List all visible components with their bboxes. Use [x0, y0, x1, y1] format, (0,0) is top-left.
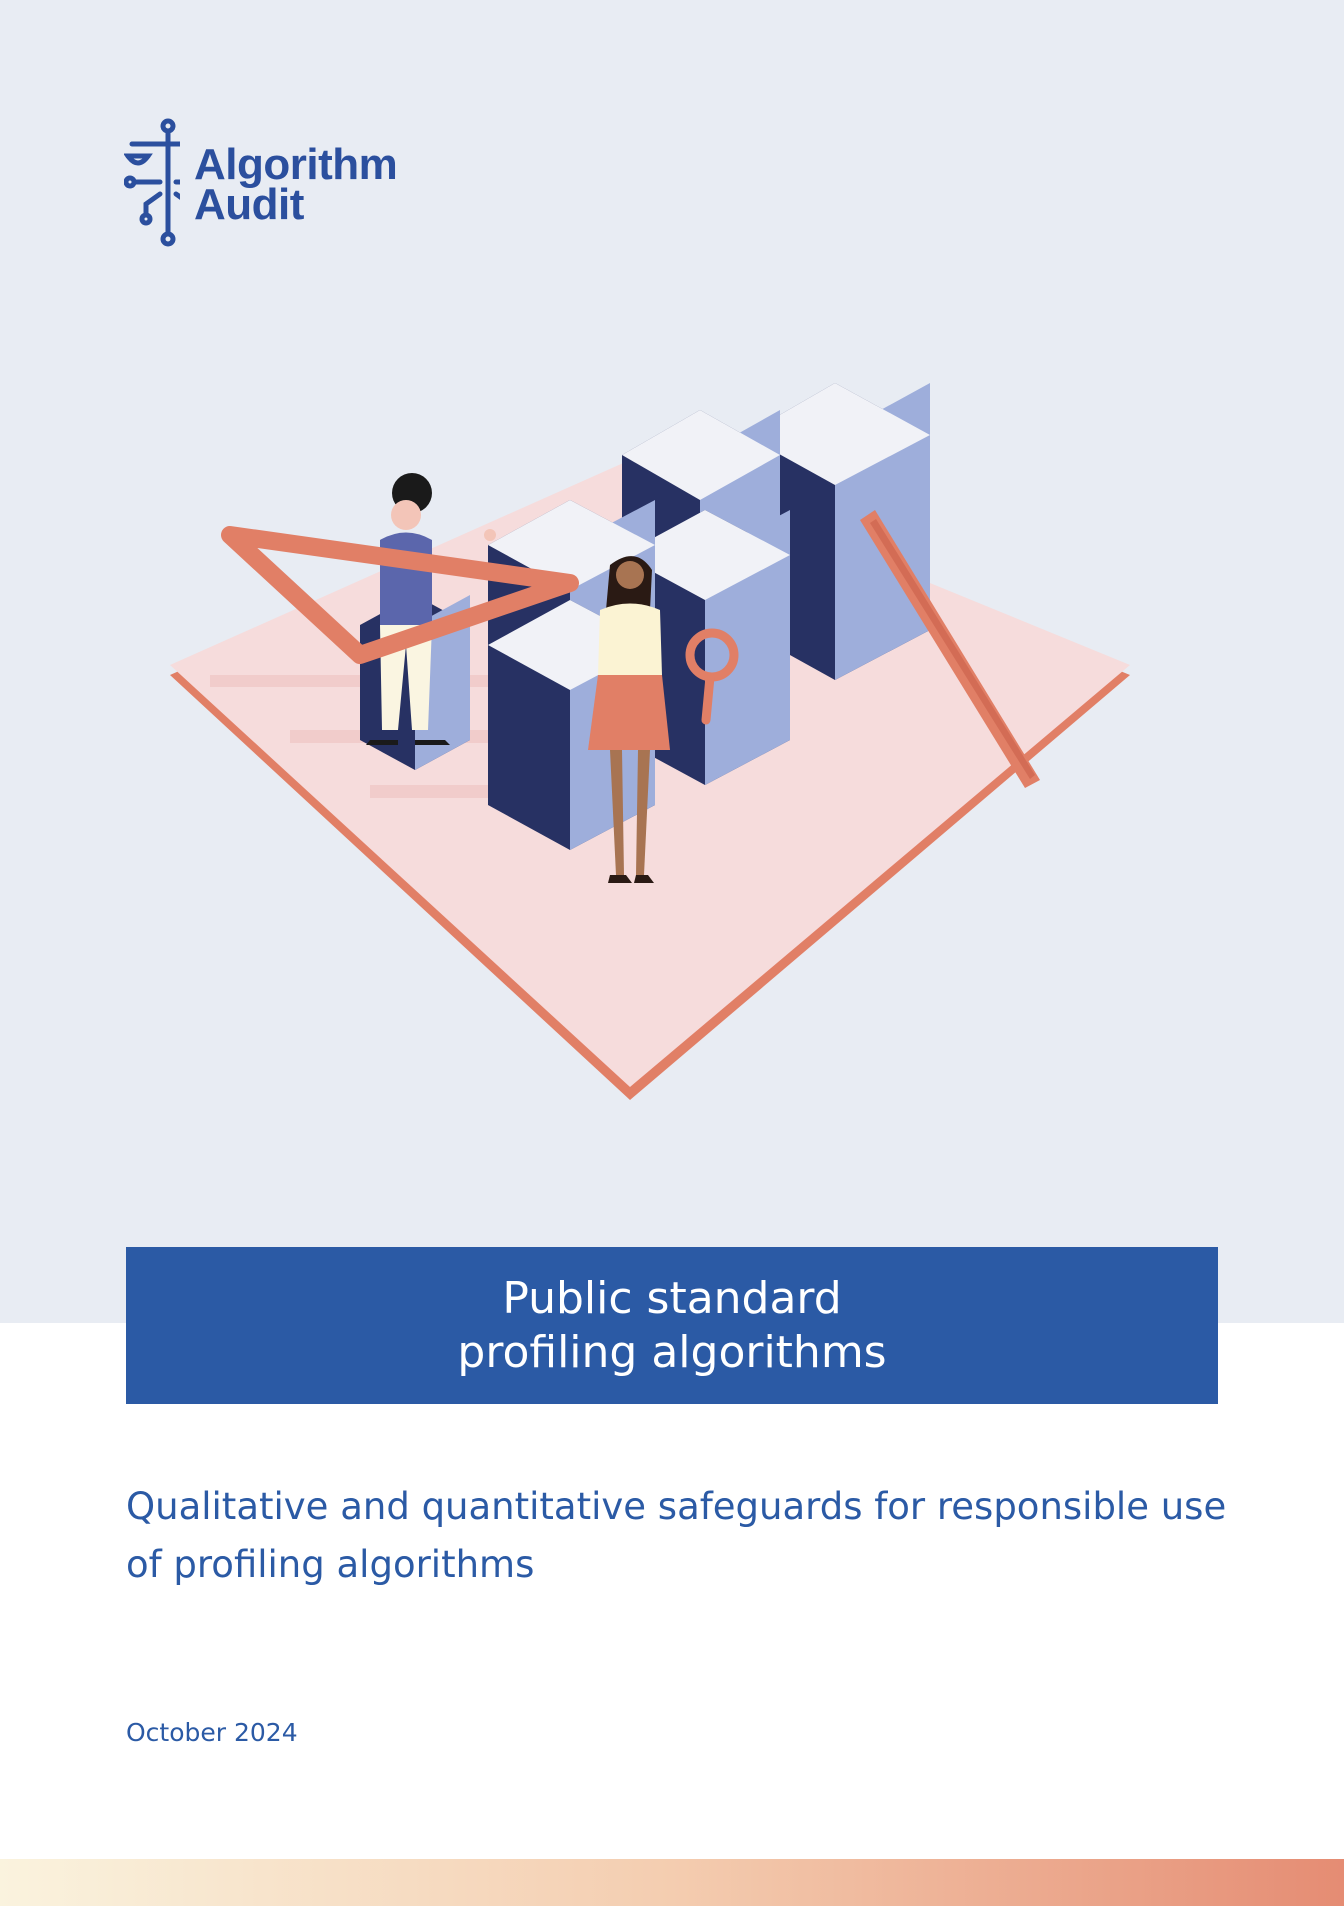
brand-logo: Algorithm Audit: [124, 118, 398, 252]
brand-name: Algorithm Audit: [194, 140, 398, 229]
cover-subtitle: Qualitative and quantitative safeguards …: [126, 1485, 1227, 1586]
cover-title-line1: Public standard: [502, 1272, 842, 1324]
brand-name-line1: Algorithm: [194, 140, 398, 189]
ruler-icon: [860, 510, 1040, 788]
person-with-magnifying-glass: [588, 556, 739, 883]
brand-name-line2: Audit: [194, 180, 304, 229]
cover-title-box: Public standard profiling algorithms: [126, 1247, 1218, 1404]
cover-title-line2: profiling algorithms: [457, 1326, 887, 1378]
bottom-gradient-bar: [0, 1859, 1344, 1906]
scales-circuit-icon: [124, 118, 180, 247]
cover-date: October 2024: [126, 1718, 298, 1747]
person-with-triangle-ruler: [221, 473, 579, 745]
cover-illustration: [170, 383, 1130, 1100]
